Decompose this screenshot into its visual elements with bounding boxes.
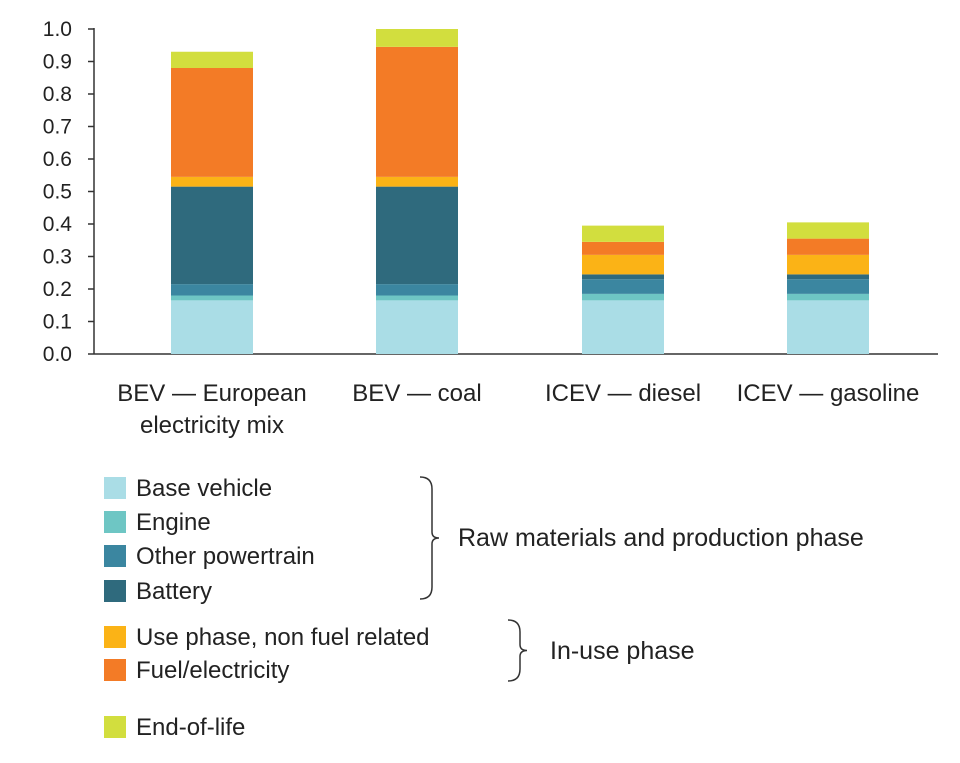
y-tick-label: 0.8 [43, 83, 72, 106]
y-tick-label: 0.4 [43, 213, 73, 236]
bar-segment [582, 225, 664, 242]
bar-segment [787, 222, 869, 239]
bar-segment [171, 186, 253, 285]
x-category-label: BEV — coal [352, 380, 481, 407]
bar-segment [582, 279, 664, 294]
bar-segment [376, 295, 458, 301]
bar-segment [171, 284, 253, 296]
y-tick-label: 0.1 [43, 311, 72, 334]
bar-segment [171, 295, 253, 301]
y-tick-label: 0.2 [43, 278, 72, 301]
bar-segment [787, 300, 869, 354]
legend-swatch [104, 626, 126, 648]
x-category-label: electricity mix [140, 412, 284, 439]
y-tick-label: 0.3 [43, 246, 72, 269]
bar-segment [787, 279, 869, 294]
legend-swatch [104, 659, 126, 681]
legend-swatch [104, 580, 126, 602]
legend-swatch [104, 477, 126, 499]
legend-swatch [104, 716, 126, 738]
bar-segment [376, 46, 458, 177]
y-tick-label: 0.7 [43, 116, 72, 139]
y-tick-label: 1.0 [43, 18, 72, 41]
bar-segment [787, 238, 869, 255]
bar-segment [787, 293, 869, 301]
bar-segment [582, 300, 664, 354]
bar-segment [376, 186, 458, 285]
bar-segment [376, 176, 458, 187]
bar-segment [582, 293, 664, 301]
bar-segment [376, 29, 458, 47]
legend-label: Other powertrain [136, 543, 315, 570]
y-tick-label: 0.6 [43, 148, 72, 171]
legend-swatch [104, 545, 126, 567]
x-category-label: BEV — European [117, 380, 306, 407]
bar-segment [582, 254, 664, 275]
group-brace [507, 619, 528, 682]
bar-segment [582, 274, 664, 280]
group-label: In-use phase [550, 637, 695, 665]
bar-segment [171, 51, 253, 68]
y-tick-label: 0.0 [43, 343, 72, 366]
bar-segment [171, 300, 253, 354]
x-category-label: ICEV — gasoline [737, 380, 920, 407]
bar-segment [376, 284, 458, 296]
legend-label: Fuel/electricity [136, 657, 289, 684]
legend-swatch [104, 511, 126, 533]
y-tick-label: 0.5 [43, 181, 72, 204]
bar-segment [171, 176, 253, 187]
group-brace [419, 476, 440, 600]
legend-label: Engine [136, 509, 211, 536]
bar-segment [376, 300, 458, 354]
legend-label: Battery [136, 578, 212, 605]
x-category-label: ICEV — diesel [545, 380, 701, 407]
bar-segment [582, 241, 664, 255]
group-label: Raw materials and production phase [458, 524, 864, 552]
bar-segment [787, 274, 869, 280]
bar-segment [171, 68, 253, 177]
y-tick-label: 0.9 [43, 51, 72, 74]
legend-label: End-of-life [136, 714, 245, 741]
legend-label: Base vehicle [136, 475, 272, 502]
bar-segment [787, 254, 869, 275]
legend-label: Use phase, non fuel related [136, 624, 430, 651]
